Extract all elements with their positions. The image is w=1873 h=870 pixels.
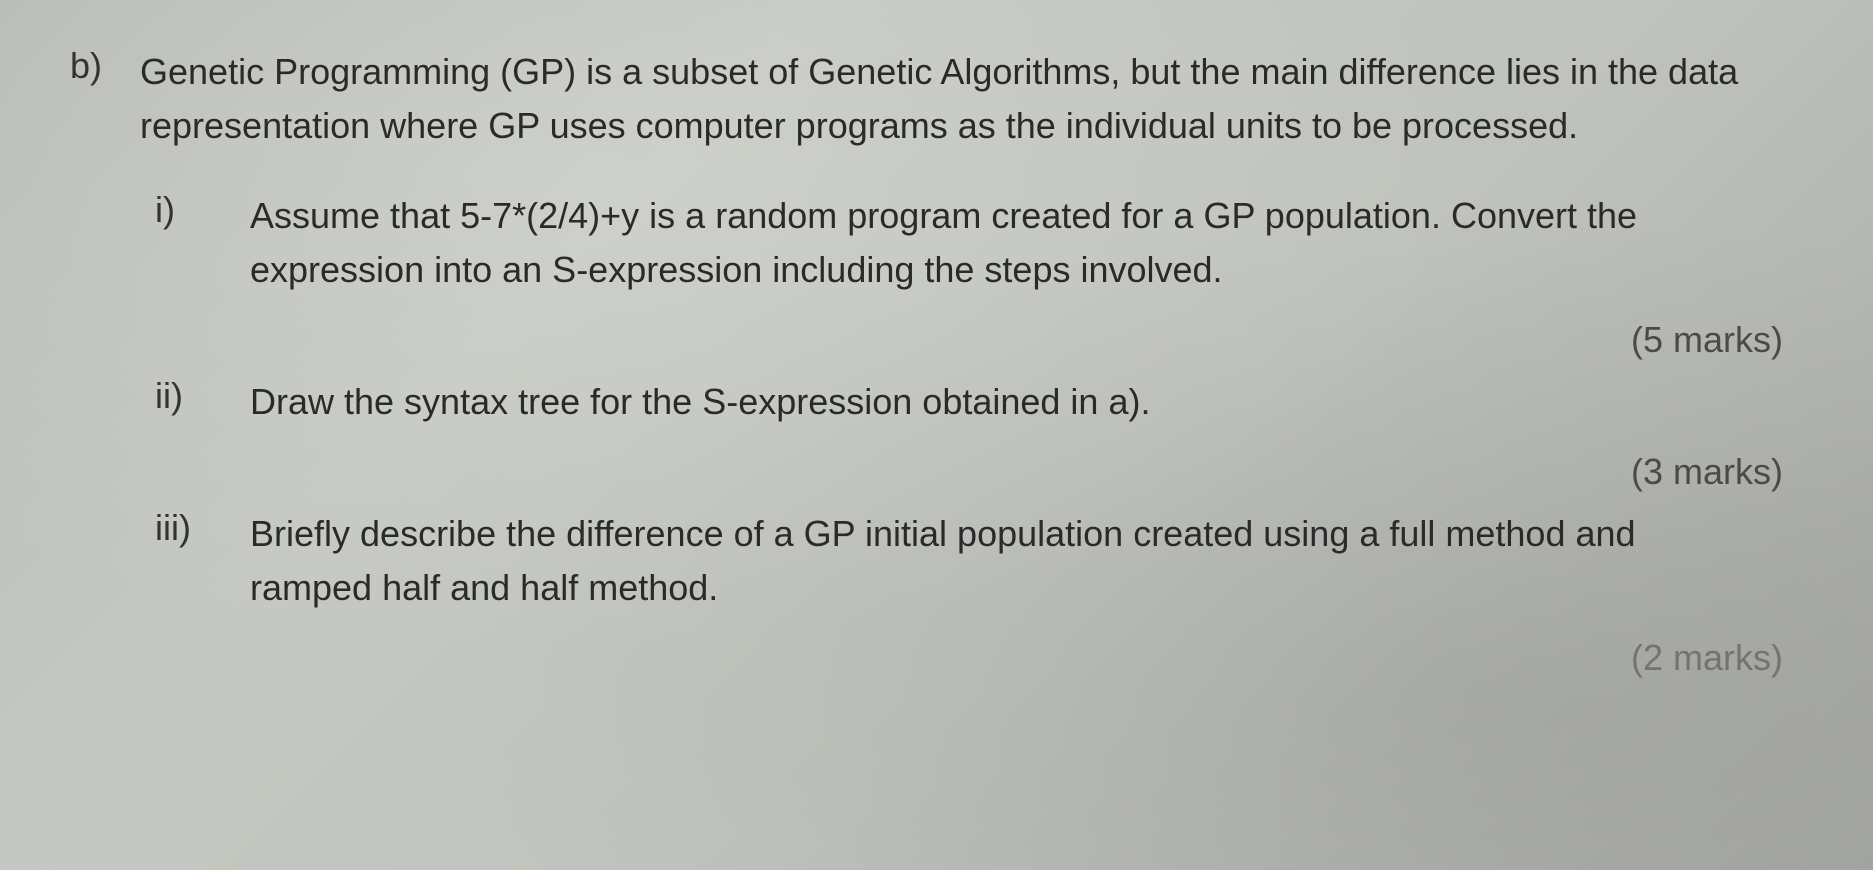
subquestion-content-iii: Briefly describe the difference of a GP … (250, 507, 1803, 615)
subquestion-label-ii: ii) (155, 375, 250, 417)
subquestion-i: i) Assume that 5-7*(2/4)+y is a random p… (155, 189, 1803, 297)
question-main: b) Genetic Programming (GP) is a subset … (60, 45, 1803, 153)
subquestion-list: i) Assume that 5-7*(2/4)+y is a random p… (155, 189, 1803, 679)
subquestion-content-ii: Draw the syntax tree for the S-expressio… (250, 375, 1803, 429)
subquestion-content-i: Assume that 5-7*(2/4)+y is a random prog… (250, 189, 1803, 297)
marks-iii: (2 marks) (155, 637, 1803, 679)
question-intro-text: Genetic Programming (GP) is a subset of … (140, 45, 1803, 153)
subquestion-label-iii: iii) (155, 507, 250, 549)
marks-i: (5 marks) (155, 319, 1803, 361)
subquestion-text-ii: Draw the syntax tree for the S-expressio… (250, 375, 1753, 429)
subquestion-text-iii: Briefly describe the difference of a GP … (250, 507, 1753, 615)
subquestion-label-i: i) (155, 189, 250, 231)
subquestion-text-i: Assume that 5-7*(2/4)+y is a random prog… (250, 189, 1753, 297)
subquestion-ii: ii) Draw the syntax tree for the S-expre… (155, 375, 1803, 429)
subquestion-iii: iii) Briefly describe the difference of … (155, 507, 1803, 615)
question-label-b: b) (60, 45, 140, 87)
marks-ii: (3 marks) (155, 451, 1803, 493)
